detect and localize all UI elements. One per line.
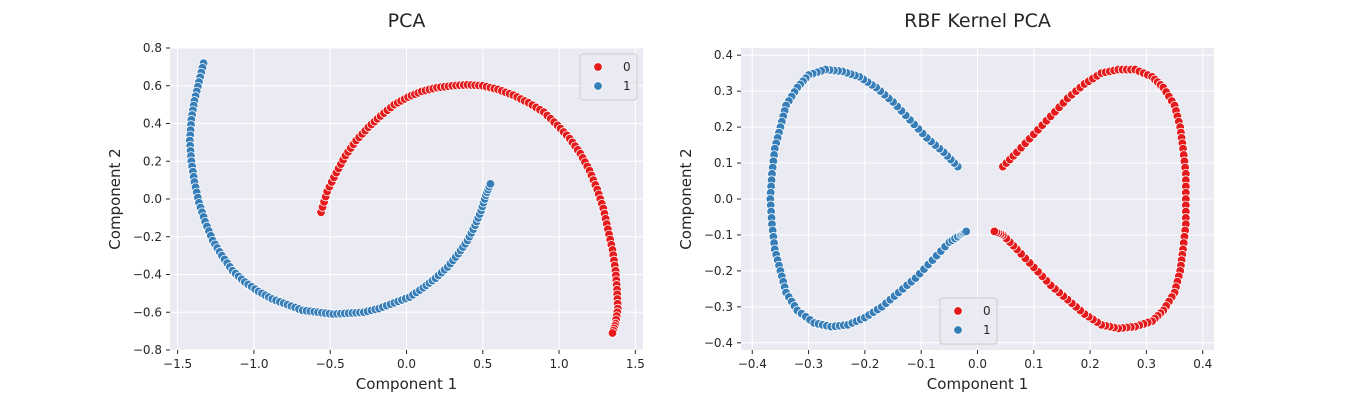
rbf-legend-marker-0: [953, 306, 963, 316]
pca-legend-label-0: 0: [623, 60, 631, 74]
rbf-x-tick-label: 0.2: [1081, 357, 1100, 371]
rbf-series-1: [765, 64, 971, 332]
rbf-x-tick-label: −0.2: [850, 357, 879, 371]
pca-y-tick-label: 0.6: [143, 79, 162, 93]
rbf-x-tick-label: 0.4: [1193, 357, 1212, 371]
pca-legend-marker-0: [593, 62, 603, 72]
pca-y-axis-label: Component 2: [106, 148, 124, 249]
rbf-point-series-1: [961, 226, 971, 237]
pca-y-tick-label: −0.6: [133, 305, 162, 319]
rbf-series-0: [989, 64, 1191, 334]
pca-x-tick-label: 1.5: [626, 357, 645, 371]
pca-x-tick-label: 1.0: [550, 357, 569, 371]
rbf-x-axis-label: Component 1: [927, 375, 1028, 393]
pca-series-0: [316, 80, 623, 338]
pca-legend-marker-1: [593, 81, 603, 91]
pca-x-tick-label: −1.5: [163, 357, 192, 371]
rbf-x-tick-label: −0.1: [907, 357, 936, 371]
rbf-point-series-0: [989, 226, 1000, 237]
rbf-legend: 01: [939, 297, 998, 345]
rbf-x-tick-label: 0.0: [968, 357, 987, 371]
rbf-x-tick-label: −0.4: [738, 357, 767, 371]
pca-x-tick-label: 0.0: [397, 357, 416, 371]
rbf-x-tick-label: 0.3: [1137, 357, 1156, 371]
pca-x-axis-label: Component 1: [356, 375, 457, 393]
rbf-legend-label-0: 0: [983, 304, 991, 318]
pca-y-tick-label: 0.8: [143, 41, 162, 55]
rbf-y-tick-label: −0.2: [704, 264, 733, 278]
rbf-y-tick-label: −0.4: [704, 336, 733, 350]
pca-y-tick-label: −0.8: [133, 343, 162, 357]
pca-y-tick-label: 0.2: [143, 154, 162, 168]
rbf-y-tick-label: 0.2: [714, 120, 733, 134]
rbf-legend-label-1: 1: [983, 323, 991, 337]
rbf-y-tick-label: 0.4: [714, 48, 733, 62]
pca-chart-title: PCA: [388, 10, 426, 32]
rbf-y-tick-label: −0.3: [704, 300, 733, 314]
rbf-y-axis-label: Component 2: [677, 148, 695, 249]
pca-legend-label-1: 1: [623, 79, 631, 93]
rbf-kernel-pca-chart: −0.4 −0.3 −0.2 −0.1 0.0 0.1 0.2 0.3 0.4 −0.4 −0.3 −…: [677, 10, 1214, 393]
pca-x-tick-label: −1.0: [239, 357, 268, 371]
pca-chart: −1.5 −1.0 −0.5 0.0 0.5 1.0 1.5 −0.8 −0.6 −0.4 −0.2…: [106, 10, 645, 393]
rbf-y-tick-label: 0.3: [714, 84, 733, 98]
pca-legend: 01: [579, 53, 638, 101]
rbf-legend-marker-1: [953, 325, 963, 335]
rbf-y-tick-label: −0.1: [704, 228, 733, 242]
pca-y-tick-label: 0.4: [143, 117, 162, 131]
rbf-y-tick-label: 0.1: [714, 156, 733, 170]
pca-x-tick-label: −0.5: [316, 357, 345, 371]
rbf-chart-title: RBF Kernel PCA: [904, 10, 1051, 32]
rbf-y-tick-label: 0.0: [714, 192, 733, 206]
pca-y-tick-label: −0.2: [133, 230, 162, 244]
pca-y-tick-label: 0.0: [143, 192, 162, 206]
pca-point-series-1: [485, 179, 496, 189]
pca-point-series-0: [607, 328, 618, 338]
rbf-x-tick-label: 0.1: [1024, 357, 1043, 371]
pca-series-1: [185, 58, 496, 319]
rbf-x-tick-label: −0.3: [794, 357, 823, 371]
pca-y-tick-label: −0.4: [133, 268, 162, 282]
pca-x-tick-label: 0.5: [473, 357, 492, 371]
